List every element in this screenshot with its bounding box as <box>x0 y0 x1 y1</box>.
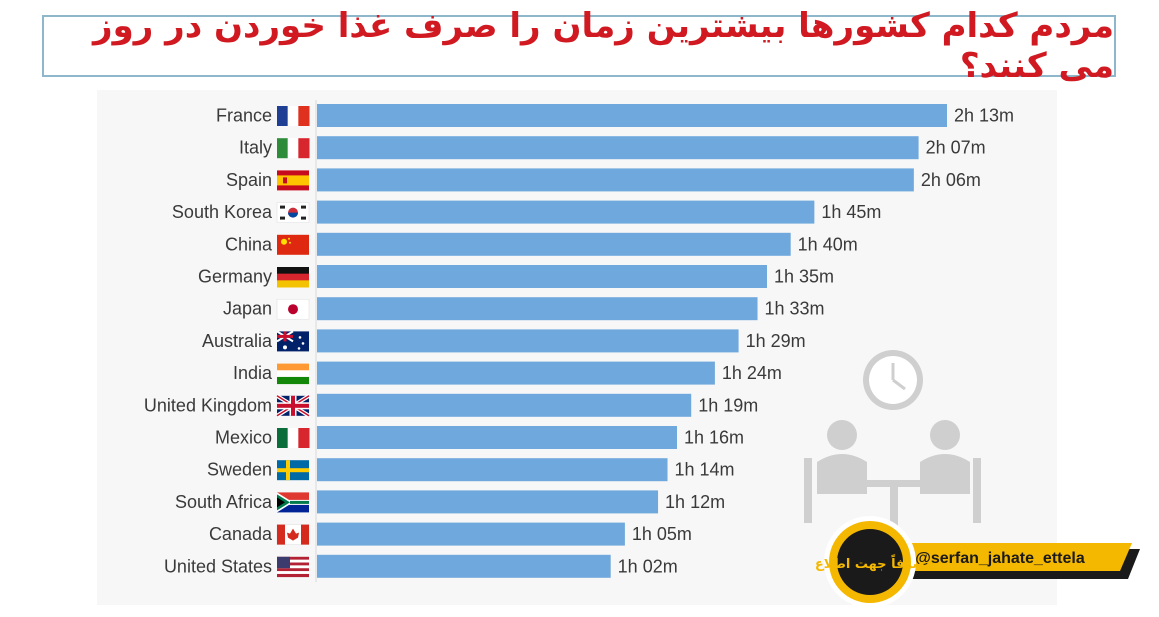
bar <box>317 522 625 546</box>
bar-row: Germany 1h 35m <box>198 265 834 288</box>
category-label: Japan <box>223 299 272 319</box>
bar-row: Spain 2h 06m <box>226 168 981 192</box>
bar-row: Mexico 1h 16m <box>215 426 744 449</box>
value-label: 1h 02m <box>618 556 678 576</box>
bar-row: Italy 2h 07m <box>239 136 986 160</box>
bar-chart: France 2h 13m Italy 2h 07m Spain 2h 06m South … <box>144 100 1014 582</box>
south-korea-flag-icon <box>276 202 310 223</box>
bar <box>317 393 692 417</box>
bar <box>317 297 758 321</box>
handle-banner: @serfan_jahate_ettela <box>866 543 1140 579</box>
bar <box>317 329 739 353</box>
value-label: 1h 14m <box>675 460 735 480</box>
value-label: 1h 19m <box>698 395 758 415</box>
bar <box>317 458 668 482</box>
bar <box>317 232 791 256</box>
logo-text: صرفاً جهت اطلاع <box>815 554 925 572</box>
bar-row: Australia 1h 29m <box>202 329 806 353</box>
bar <box>317 136 919 160</box>
bar-row: India 1h 24m <box>233 361 782 385</box>
china-flag-icon <box>277 234 309 255</box>
bar <box>317 104 947 127</box>
people-eating-icon <box>804 420 981 527</box>
category-label: United States <box>164 556 272 576</box>
bar <box>317 265 767 288</box>
category-label: Italy <box>239 138 272 158</box>
bar-row: United Kingdom 1h 19m <box>144 393 758 418</box>
mexico-flag-icon <box>277 428 310 448</box>
channel-logo: صرفاً جهت اطلاع <box>815 516 925 608</box>
category-label: South Africa <box>175 492 273 512</box>
category-label: France <box>216 106 272 126</box>
value-label: 2h 13m <box>954 106 1014 126</box>
value-label: 1h 33m <box>765 299 825 319</box>
japan-flag-icon <box>276 298 310 320</box>
category-label: Spain <box>226 170 272 190</box>
handle-text: @serfan_jahate_ettela <box>915 550 1085 567</box>
value-label: 2h 07m <box>926 138 986 158</box>
category-label: China <box>225 234 273 254</box>
page-title: مردم کدام کشورها بیشترین زمان را صرف غذا… <box>93 6 1114 86</box>
category-label: United Kingdom <box>144 395 272 415</box>
bar <box>317 554 611 578</box>
category-label: India <box>233 363 273 383</box>
chart-area: France 2h 13m Italy 2h 07m Spain 2h 06m South … <box>97 90 1057 605</box>
south-africa-flag-icon <box>277 492 309 513</box>
france-flag-icon <box>277 106 310 126</box>
value-label: 1h 35m <box>774 267 834 287</box>
bar-row: South Korea 1h 45m <box>172 200 881 224</box>
bar <box>317 426 677 449</box>
category-label: Australia <box>202 331 273 351</box>
watermark: @serfan_jahate_ettela صرفاً جهت اطلاع <box>815 516 1140 608</box>
bar-row: Japan 1h 33m <box>223 297 825 321</box>
title-box: مردم کدام کشورها بیشترین زمان را صرف غذا… <box>42 6 1116 86</box>
bar-row: China 1h 40m <box>225 232 858 256</box>
value-label: 1h 16m <box>684 428 744 448</box>
germany-flag-icon <box>277 267 309 288</box>
bar-row: Canada 1h 05m <box>209 522 692 546</box>
category-label: Mexico <box>215 428 272 448</box>
india-flag-icon <box>277 363 309 385</box>
value-label: 1h 29m <box>746 331 806 351</box>
sweden-flag-icon <box>277 460 309 481</box>
italy-flag-icon <box>277 138 310 159</box>
dining-illustration <box>804 350 981 527</box>
category-label: South Korea <box>172 202 273 222</box>
bar <box>317 200 815 224</box>
usa-flag-icon <box>277 556 309 578</box>
value-label: 1h 05m <box>632 524 692 544</box>
canada-flag-icon <box>276 524 310 545</box>
uk-flag-icon <box>275 394 311 418</box>
bar <box>317 168 914 192</box>
bar-row: South Africa 1h 12m <box>175 490 725 514</box>
spain-flag-icon <box>277 170 309 191</box>
value-label: 1h 40m <box>798 234 858 254</box>
category-label: Sweden <box>207 460 272 480</box>
value-label: 1h 45m <box>821 202 881 222</box>
bar-row: United States 1h 02m <box>164 554 678 578</box>
bar <box>317 361 715 385</box>
value-label: 1h 24m <box>722 363 782 383</box>
category-label: Germany <box>198 267 272 287</box>
bar-row: Sweden 1h 14m <box>207 458 735 482</box>
category-label: Canada <box>209 524 273 544</box>
clock-icon <box>863 350 923 410</box>
australia-flag-icon <box>276 330 309 352</box>
bar-row: France 2h 13m <box>216 104 1014 127</box>
value-label: 1h 12m <box>665 492 725 512</box>
bar <box>317 490 659 514</box>
value-label: 2h 06m <box>921 170 981 190</box>
